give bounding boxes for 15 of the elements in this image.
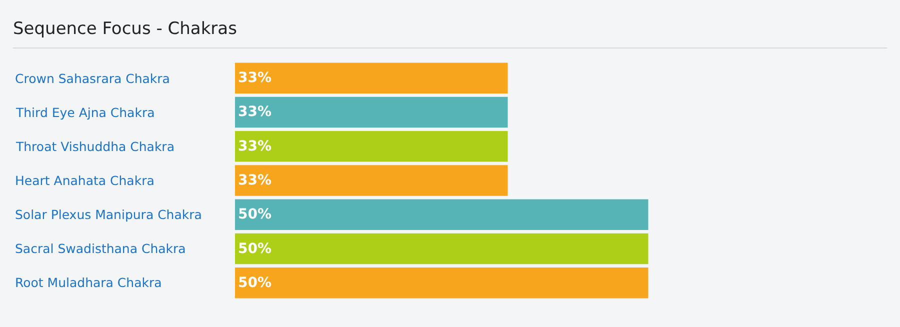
- data-label: 33%: [238, 172, 272, 188]
- y-tick-label: Root Muladhara Chakra: [15, 275, 162, 290]
- chart-title: Sequence Focus - Chakras: [13, 18, 238, 39]
- y-tick-label: Third Eye Ajna Chakra: [15, 105, 155, 120]
- data-label: 33%: [238, 70, 272, 86]
- data-label: 50%: [238, 240, 272, 257]
- y-tick-label: Sacral Swadisthana Chakra: [15, 241, 186, 256]
- data-label: 50%: [238, 274, 272, 291]
- y-tick-label: Crown Sahasrara Chakra: [15, 71, 170, 86]
- data-label: 33%: [238, 104, 272, 120]
- y-tick-label: Heart Anahata Chakra: [15, 173, 154, 188]
- data-label: 33%: [238, 138, 272, 154]
- y-tick-label: Solar Plexus Manipura Chakra: [15, 207, 202, 222]
- y-tick-label: Throat Vishuddha Chakra: [15, 139, 174, 154]
- data-label: 50%: [238, 206, 272, 223]
